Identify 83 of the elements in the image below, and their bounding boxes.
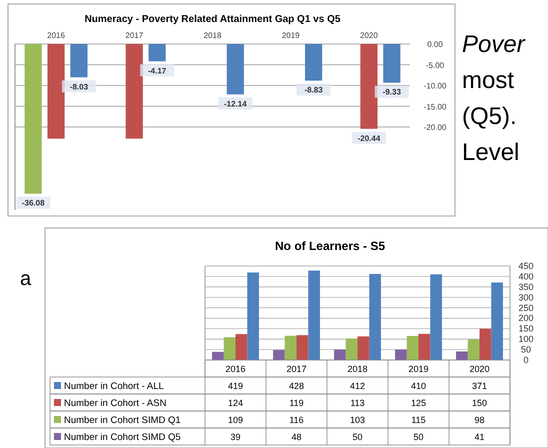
bar — [480, 328, 492, 360]
bar — [468, 340, 480, 360]
data-label: 103 — [350, 415, 366, 425]
bar — [212, 352, 224, 360]
data-label: 125 — [410, 398, 426, 408]
x-tick-label: 2020 — [469, 364, 490, 374]
bar — [284, 336, 296, 360]
y-tick-label: -10.00 — [424, 82, 447, 90]
y-tick-label: 150 — [518, 324, 534, 334]
bar — [418, 334, 430, 360]
data-label: -8.03 — [70, 82, 89, 92]
bar — [406, 336, 418, 360]
data-label: -20.44 — [358, 134, 381, 143]
data-label: 41 — [474, 432, 485, 442]
text: Pover — [462, 31, 526, 58]
x-tick-label: 2019 — [282, 31, 300, 40]
data-label: 39 — [230, 432, 241, 442]
x-tick-label: 2020 — [360, 31, 378, 40]
y-tick-label: 50 — [520, 344, 532, 355]
bar — [346, 338, 358, 360]
data-label: 48 — [291, 432, 302, 442]
y-tick-label: 350 — [518, 282, 534, 292]
y-tick-label: -15.00 — [424, 102, 447, 112]
y-tick-label: 400 — [518, 271, 534, 282]
bar — [456, 351, 468, 360]
x-tick-label: 2017 — [286, 364, 307, 374]
x-tick-label: 2017 — [125, 31, 144, 40]
data-label: 412 — [350, 381, 366, 391]
data-label: -12.14 — [224, 99, 248, 108]
data-label: 419 — [228, 381, 244, 391]
y-tick-label: 100 — [518, 334, 534, 344]
y-tick-label: 200 — [518, 313, 534, 324]
bar — [273, 350, 285, 360]
legend-label: Number in Cohort SIMD Q1 — [64, 415, 181, 426]
y-tick-label: -5.00 — [426, 60, 445, 70]
data-label: 115 — [411, 415, 426, 425]
bar — [308, 270, 320, 360]
bar — [236, 334, 248, 360]
text: a — [20, 268, 32, 290]
data-label: -4.17 — [148, 66, 167, 76]
data-label: 109 — [228, 415, 244, 425]
data-label: 124 — [228, 398, 244, 408]
text: Level — [462, 139, 520, 166]
y-tick-label: 450 — [518, 261, 534, 271]
y-tick-label: 250 — [518, 302, 534, 313]
chart-title: No of Learners - S5 — [274, 239, 386, 253]
legend-label: Number in Cohort SIMD Q5 — [64, 432, 181, 443]
data-label: 371 — [472, 381, 488, 391]
bar — [247, 272, 259, 360]
data-label: 50 — [413, 432, 424, 442]
chart-title: Numeracy - Poverty Related Attainment Gap Q1 vs Q5 — [84, 14, 341, 25]
text: most — [462, 67, 514, 94]
y-tick-label: 300 — [518, 292, 534, 302]
x-tick-label: 2019 — [408, 364, 429, 374]
data-label: 410 — [410, 381, 426, 391]
bar — [358, 336, 370, 360]
bar — [224, 337, 236, 360]
data-label: 428 — [288, 381, 304, 391]
bar — [395, 350, 407, 360]
text: (Q5). — [462, 103, 517, 130]
data-label: -36.08 — [22, 198, 46, 208]
legend-label: Number in Cohort - ALL — [64, 381, 164, 392]
x-tick-label: 2016 — [225, 364, 246, 374]
data-label: 116 — [289, 415, 304, 425]
legend-label: Number in Cohort - ASN — [64, 398, 167, 409]
bar — [430, 274, 442, 360]
data-label: -9.33 — [382, 88, 402, 97]
data-label: 150 — [472, 398, 488, 408]
data-label: 119 — [289, 398, 304, 408]
bar — [369, 274, 381, 360]
x-tick-label: 2018 — [204, 31, 222, 40]
bar — [491, 282, 503, 360]
data-label: 113 — [350, 398, 365, 408]
x-tick-label: 2018 — [347, 364, 368, 374]
x-tick-label: 2016 — [47, 31, 66, 40]
y-tick-label: 0.00 — [427, 40, 444, 49]
y-tick-label: -20.00 — [424, 123, 447, 132]
data-label: 50 — [352, 432, 363, 442]
data-label: -8.83 — [304, 86, 324, 95]
bar — [334, 350, 346, 360]
y-tick-label: 0 — [523, 355, 529, 365]
data-label: 98 — [474, 415, 485, 425]
bar — [296, 335, 308, 360]
